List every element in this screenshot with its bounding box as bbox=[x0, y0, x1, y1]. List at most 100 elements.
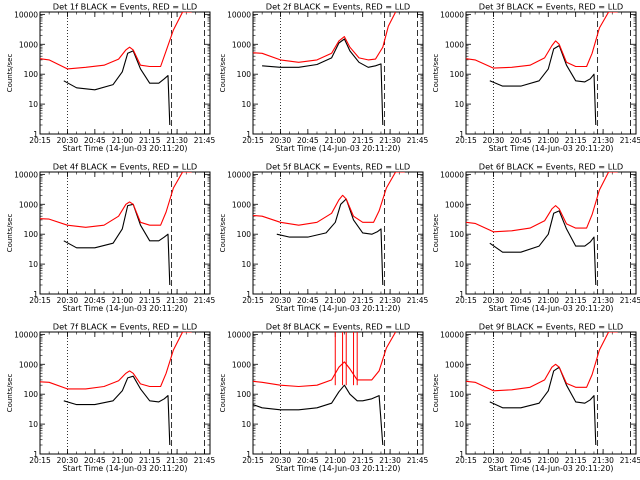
x-tick-label: 21:00 bbox=[324, 136, 346, 145]
x-tick-label: 20:30 bbox=[57, 136, 79, 145]
y-tick-label: 10000 bbox=[227, 10, 251, 19]
y-tick-label: 1000 bbox=[445, 40, 464, 49]
x-tick-label: 20:15 bbox=[242, 456, 264, 465]
plot-area bbox=[253, 332, 397, 446]
panel-7: Det 7f BLACK = Events, RED = LLD 1 10 100 10… bbox=[6, 322, 216, 474]
y-tick-label: 10000 bbox=[440, 170, 464, 179]
series-events-line bbox=[489, 366, 597, 446]
y-axis-label: Counts/sec bbox=[219, 374, 227, 413]
y-axis-label: Counts/sec bbox=[219, 214, 227, 253]
y-tick-label: 10000 bbox=[440, 330, 464, 339]
x-tick-label: 21:00 bbox=[111, 296, 133, 305]
x-tick-label: 21:00 bbox=[111, 456, 133, 465]
y-tick-label: 1000 bbox=[232, 200, 251, 209]
x-tick-label: 21:00 bbox=[324, 456, 346, 465]
panel-title: Det 3f BLACK = Events, RED = LLD bbox=[479, 2, 623, 12]
series-lld-line bbox=[466, 332, 618, 392]
y-axis-label: Counts/sec bbox=[6, 214, 14, 253]
series-lld-line bbox=[466, 172, 618, 233]
y-tick-label: 100 bbox=[237, 70, 252, 79]
panel-title: Det 2f BLACK = Events, RED = LLD bbox=[266, 2, 410, 12]
x-tick-label: 20:30 bbox=[483, 136, 505, 145]
x-axis-label: Start Time (14-Jun-03 20:11:20) bbox=[276, 304, 401, 313]
y-tick-label: 1000 bbox=[232, 40, 251, 49]
y-tick-label: 1 bbox=[33, 450, 38, 459]
y-tick-label: 10 bbox=[241, 260, 251, 269]
x-tick-label: 20:30 bbox=[270, 136, 292, 145]
plot-frame bbox=[465, 171, 637, 295]
x-tick-label: 21:45 bbox=[194, 136, 216, 145]
plot-area bbox=[40, 12, 192, 126]
y-tick-label: 10000 bbox=[227, 330, 251, 339]
series-events-line bbox=[489, 210, 597, 286]
x-tick-label: 21:45 bbox=[407, 136, 429, 145]
y-tick-label: 100 bbox=[450, 230, 465, 239]
y-tick-label: 100 bbox=[237, 230, 252, 239]
x-tick-label: 20:30 bbox=[270, 456, 292, 465]
x-axis-label: Start Time (14-Jun-03 20:11:20) bbox=[489, 304, 614, 313]
x-tick-label: 21:45 bbox=[407, 456, 429, 465]
x-tick-label: 20:45 bbox=[510, 136, 532, 145]
x-tick-label: 21:30 bbox=[166, 136, 188, 145]
y-tick-label: 1 bbox=[246, 130, 251, 139]
x-tick-label: 20:45 bbox=[297, 136, 319, 145]
x-tick-label: 21:15 bbox=[352, 456, 374, 465]
y-tick-label: 10 bbox=[454, 260, 464, 269]
x-axis-label: Start Time (14-Jun-03 20:11:20) bbox=[63, 464, 188, 473]
plot-area bbox=[40, 172, 192, 286]
plot-area bbox=[253, 172, 405, 286]
x-tick-label: 21:30 bbox=[592, 296, 614, 305]
plot-frame bbox=[465, 11, 637, 135]
x-tick-label: 21:30 bbox=[166, 296, 188, 305]
x-tick-label: 21:00 bbox=[111, 136, 133, 145]
plot-frame bbox=[252, 171, 424, 295]
panel-1: Det 1f BLACK = Events, RED = LLD 1 10 100 10… bbox=[6, 2, 216, 154]
x-tick-label: 21:00 bbox=[537, 296, 559, 305]
x-tick-label: 21:15 bbox=[139, 296, 161, 305]
x-tick-label: 20:30 bbox=[483, 296, 505, 305]
x-tick-label: 21:30 bbox=[592, 456, 614, 465]
series-events-line bbox=[253, 384, 384, 446]
y-tick-label: 100 bbox=[24, 70, 39, 79]
y-axis-label: Counts/sec bbox=[6, 374, 14, 413]
panel-9: Det 9f BLACK = Events, RED = LLD 1 10 100 10… bbox=[432, 322, 640, 474]
panel-6: Det 6f BLACK = Events, RED = LLD 1 10 100 10… bbox=[432, 162, 640, 314]
x-tick-label: 21:15 bbox=[565, 296, 587, 305]
y-tick-label: 1 bbox=[33, 130, 38, 139]
x-tick-label: 20:30 bbox=[57, 456, 79, 465]
y-tick-label: 10 bbox=[28, 420, 38, 429]
plot-frame bbox=[39, 331, 211, 455]
x-tick-label: 21:45 bbox=[620, 456, 640, 465]
x-tick-label: 21:15 bbox=[565, 136, 587, 145]
plot-area bbox=[466, 12, 618, 126]
plot-frame bbox=[39, 11, 211, 135]
x-tick-label: 21:30 bbox=[379, 296, 401, 305]
x-tick-label: 20:15 bbox=[455, 456, 477, 465]
y-tick-label: 10000 bbox=[14, 330, 38, 339]
x-tick-label: 20:45 bbox=[510, 456, 532, 465]
x-tick-label: 21:30 bbox=[166, 456, 188, 465]
y-tick-label: 10000 bbox=[14, 170, 38, 179]
y-tick-label: 1000 bbox=[19, 360, 38, 369]
x-tick-label: 20:45 bbox=[84, 136, 106, 145]
y-tick-label: 100 bbox=[24, 230, 39, 239]
panel-title: Det 6f BLACK = Events, RED = LLD bbox=[479, 162, 623, 172]
plot-frame bbox=[465, 331, 637, 455]
x-axis-label: Start Time (14-Jun-03 20:11:20) bbox=[489, 144, 614, 153]
y-tick-label: 1 bbox=[246, 450, 251, 459]
y-tick-label: 1000 bbox=[19, 200, 38, 209]
series-events-line bbox=[63, 203, 171, 286]
y-tick-label: 10 bbox=[28, 260, 38, 269]
series-lld-line bbox=[40, 332, 192, 390]
x-tick-label: 20:45 bbox=[510, 296, 532, 305]
plot-frame bbox=[39, 171, 211, 295]
x-tick-label: 20:15 bbox=[29, 296, 51, 305]
panel-title: Det 8f BLACK = Events, RED = LLD bbox=[266, 322, 410, 332]
plot-frame bbox=[252, 11, 424, 135]
y-tick-label: 10000 bbox=[440, 10, 464, 19]
x-tick-label: 21:45 bbox=[194, 296, 216, 305]
y-tick-label: 1 bbox=[246, 290, 251, 299]
y-tick-label: 10 bbox=[454, 100, 464, 109]
panel-4: Det 4f BLACK = Events, RED = LLD 1 10 100 10… bbox=[6, 162, 216, 314]
